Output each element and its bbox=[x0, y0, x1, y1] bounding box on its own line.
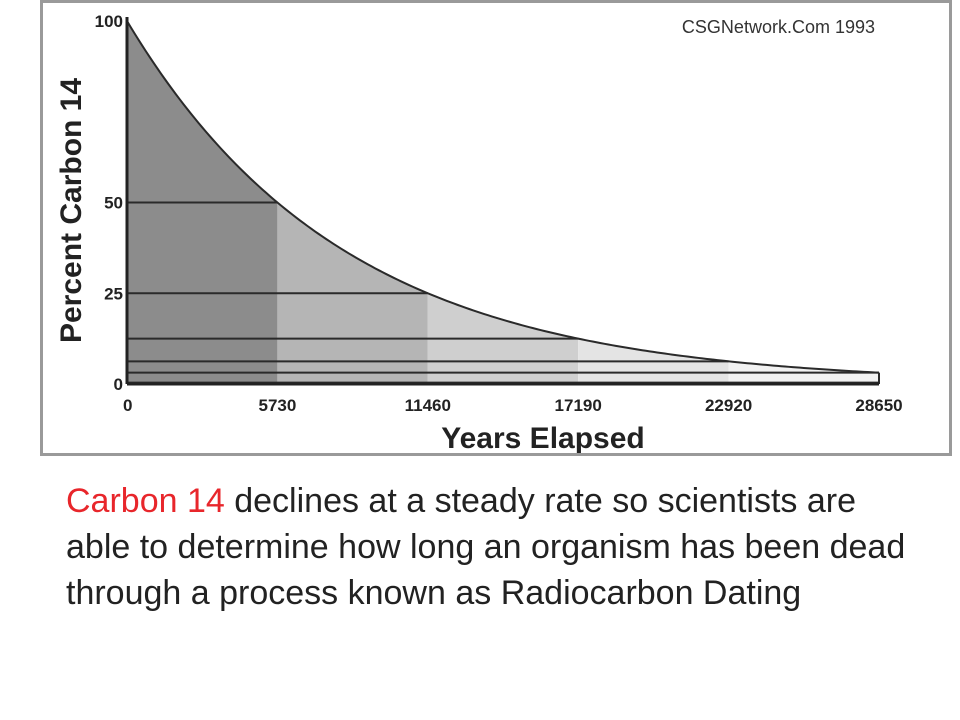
y-axis-title: Percent Carbon 14 bbox=[55, 78, 88, 343]
caption-text: Carbon 14 declines at a steady rate so s… bbox=[66, 478, 926, 616]
tick-labels: 0 5730 11460 17190 22920 28650 0 25 50 100 bbox=[95, 12, 903, 415]
x-tick-label: 0 bbox=[123, 396, 132, 415]
y-tick-label: 25 bbox=[104, 284, 123, 303]
x-tick-label: 28650 bbox=[855, 396, 902, 415]
y-tick-label: 100 bbox=[95, 12, 123, 31]
chart-frame: 0 5730 11460 17190 22920 28650 0 25 50 100 Percen… bbox=[40, 0, 952, 456]
decay-curve bbox=[126, 20, 880, 374]
x-tick-label: 22920 bbox=[705, 396, 752, 415]
y-tick-label: 0 bbox=[114, 375, 123, 394]
chart-axes bbox=[125, 17, 879, 386]
x-tick-label: 5730 bbox=[258, 396, 296, 415]
x-axis-title: Years Elapsed bbox=[441, 422, 644, 453]
decay-chart: 0 5730 11460 17190 22920 28650 0 25 50 100 Percen… bbox=[55, 12, 903, 453]
watermark-text: CSGNetwork.Com 1993 bbox=[682, 17, 875, 37]
caption-body: declines at a steady rate so scientists … bbox=[66, 482, 906, 612]
x-tick-label: 11460 bbox=[405, 396, 451, 415]
y-tick-label: 50 bbox=[104, 194, 123, 213]
caption-highlight: Carbon 14 bbox=[66, 482, 225, 520]
x-tick-label: 17190 bbox=[555, 396, 602, 415]
